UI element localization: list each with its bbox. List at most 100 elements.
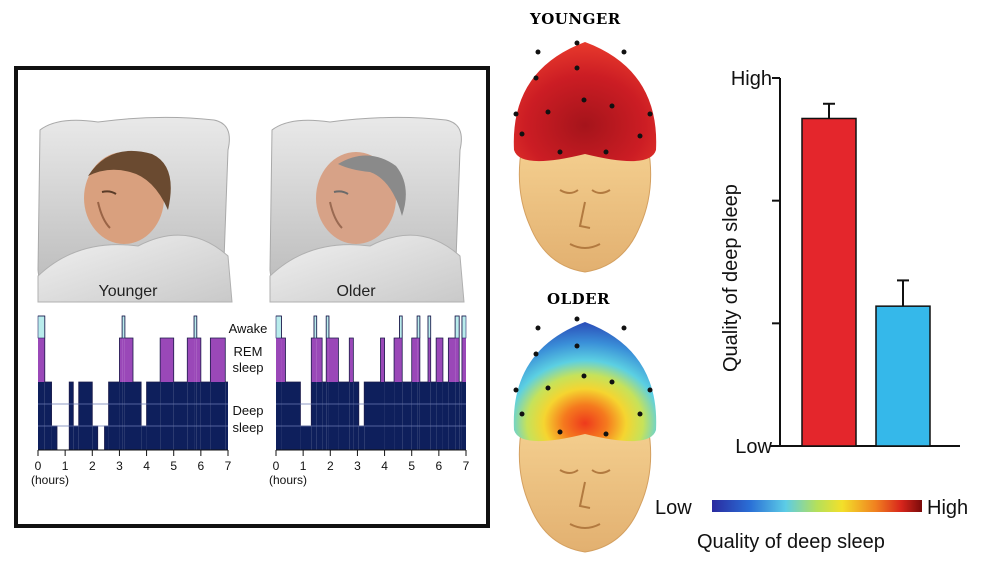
hypnogram-rem-segment — [349, 338, 354, 382]
hypnogram-deep-segment — [316, 382, 323, 450]
hypnogram-rem-segment — [455, 338, 460, 382]
hypnogram-younger: 0 1 2 3 4 5 6 7 (hours) — [31, 315, 232, 487]
hypnogram-deep-segment — [141, 426, 147, 450]
hypnogram-rem-segment — [160, 338, 174, 382]
hypnogram-deep-segment — [402, 382, 412, 450]
hypnogram-deep-segment — [92, 426, 98, 450]
hypnogram-rem-segment — [196, 338, 201, 382]
stage-labels: Awake REM sleep Deep sleep — [229, 321, 268, 435]
hypnogram-x-tick-label: 1 — [62, 459, 69, 473]
quality-colorbar: Low High Quality of deep sleep — [655, 497, 968, 553]
older-caption: Older — [336, 283, 376, 300]
hypnogram-deep-segment — [394, 382, 400, 450]
hypnogram-deep-segment — [173, 382, 188, 450]
hypnogram-deep-segment — [338, 382, 350, 450]
stage-label-deep-line2: sleep — [232, 420, 263, 435]
hypnogram-xlabel: (hours) — [269, 473, 307, 487]
hypnogram-deep-segment — [104, 426, 109, 450]
stage-label-awake: Awake — [229, 321, 268, 336]
hypnogram-deep-segment — [51, 426, 57, 450]
hypnogram-deep-segment — [364, 382, 381, 450]
hypnogram-rem-segment — [328, 338, 339, 382]
hypnogram-rem-segment — [399, 338, 403, 382]
hypnogram-rem-segment — [314, 338, 317, 382]
bar-chart-ylabel: Quality of deep sleep — [720, 184, 742, 372]
bar-older — [875, 305, 931, 447]
younger-head-map — [513, 40, 657, 273]
younger-sleeper-illustration — [37, 116, 233, 303]
hypnogram-deep-segment — [358, 426, 365, 450]
hypnogram-x-tick-label: 6 — [436, 459, 443, 473]
hypnogram-outline — [38, 315, 228, 451]
colorbar-low-label: Low — [655, 497, 692, 519]
eeg-head-maps — [513, 40, 657, 553]
hypnogram-deep-segment — [108, 382, 120, 450]
hypnogram-older: 0 1 2 3 4 5 6 7 (hours) — [269, 315, 470, 487]
hypnogram-rem-segment — [411, 338, 418, 382]
stage-label-rem-line2: sleep — [232, 360, 263, 375]
hypnogram-awake-segment — [416, 315, 421, 339]
older-head-title: OLDER — [547, 290, 611, 308]
hypnogram-awake-segment — [275, 315, 282, 339]
hypnogram-awake-segment — [121, 315, 126, 339]
hypnogram-deep-segment — [160, 382, 174, 450]
hypnogram-awake-segment — [37, 315, 46, 339]
deep-sleep-bar-chart: High Low — [731, 68, 960, 458]
hypnogram-x-tick-label: 7 — [225, 459, 232, 473]
hypnogram-x-tick-label: 4 — [143, 459, 150, 473]
hypnogram-awake-segment — [427, 315, 432, 339]
hypnogram-x-tick-label: 5 — [408, 459, 415, 473]
bar-chart-ytick-high: High — [731, 68, 772, 90]
hypnogram-deep-segment — [225, 382, 228, 450]
older-head-map — [513, 316, 657, 553]
hypnogram-deep-segment — [380, 382, 385, 450]
hypnogram-outline — [276, 315, 466, 427]
hypnogram-deep-segment — [187, 382, 195, 450]
hypnogram-x-tick-label: 7 — [463, 459, 470, 473]
older-sleeper-illustration — [269, 116, 465, 303]
hypnogram-x-tick-label: 2 — [89, 459, 96, 473]
hypnogram-deep-segment — [146, 382, 161, 450]
hypnogram-deep-segment — [73, 426, 79, 450]
hypnogram-deep-segment — [78, 382, 93, 450]
bar-chart-bars — [801, 102, 931, 447]
hypnogram-deep-segment — [300, 426, 312, 450]
hypnogram-deep-segment — [210, 382, 226, 450]
older-electrode-dots — [513, 316, 653, 437]
hypnogram-rem-segment — [38, 338, 45, 382]
younger-head-title: YOUNGER — [530, 10, 621, 28]
hypnogram-x-tick-label: 2 — [327, 459, 334, 473]
bar-chart-ytick-low: Low — [735, 436, 772, 458]
hypnogram-rem-segment — [194, 338, 197, 382]
hypnogram-x-tick-label: 3 — [354, 459, 361, 473]
hypnogram-deep-segment — [281, 382, 286, 450]
colorbar-gradient — [712, 500, 922, 512]
hypnogram-x-tick-label: 5 — [170, 459, 177, 473]
hypnogram-deep-segment — [411, 382, 418, 450]
stage-label-rem: REM — [234, 344, 263, 359]
hypnogram-deep-segment — [384, 382, 395, 450]
hypnogram-rem-segment — [380, 338, 385, 382]
hypnogram-awake-segment — [193, 315, 198, 339]
hypnogram-deep-segment — [38, 382, 45, 450]
hypnogram-x-tick-label: 6 — [198, 459, 205, 473]
hypnogram-deep-segment — [353, 382, 359, 450]
hypnogram-x-tick-label: 4 — [381, 459, 388, 473]
hypnogram-deep-segment — [328, 382, 339, 450]
stage-label-deep: Deep — [232, 403, 263, 418]
colorbar-caption: Quality of deep sleep — [697, 531, 885, 553]
hypnogram-rem-segment — [124, 338, 133, 382]
hypnogram-deep-segment — [314, 382, 317, 450]
hypnogram-deep-segment — [461, 382, 466, 450]
hypnogram-rem-segment — [311, 338, 314, 382]
hypnogram-deep-segment — [349, 382, 354, 450]
hypnogram-deep-segment — [285, 382, 301, 450]
hypnogram-deep-segment — [448, 382, 456, 450]
hypnogram-rem-segment — [448, 338, 456, 382]
hypnogram-deep-segment — [326, 382, 329, 450]
hypnogram-awake-segment — [454, 315, 460, 339]
hypnogram-x-tick-label: 3 — [116, 459, 123, 473]
hypnogram-deep-segment — [419, 382, 428, 450]
hypnogram-deep-segment — [276, 382, 282, 450]
hypnogram-rem-segment — [428, 338, 431, 382]
